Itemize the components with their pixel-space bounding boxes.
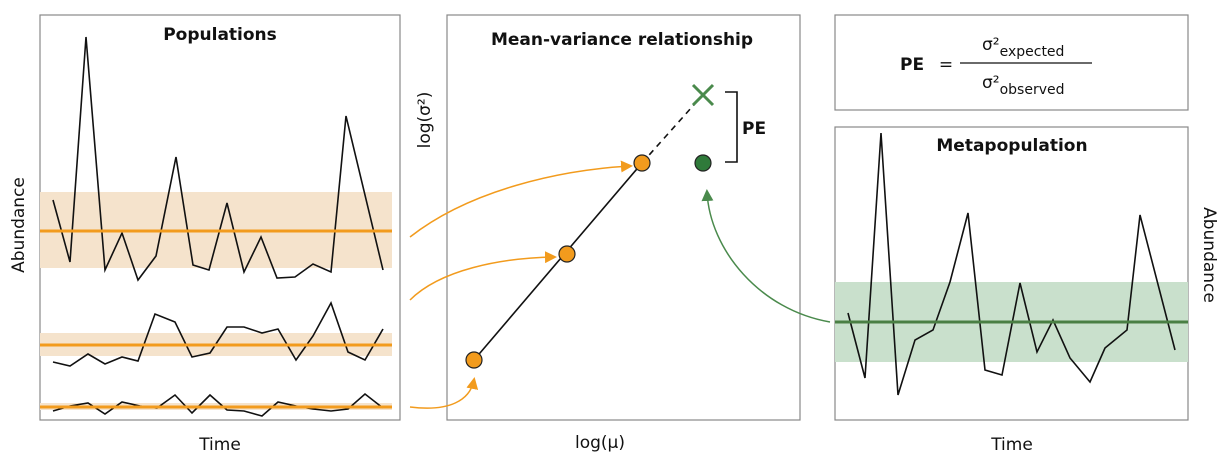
extrapolation-line [641, 97, 701, 164]
pe-label: PE [742, 119, 766, 139]
time-series [847, 132, 1176, 396]
symbol: σ² [982, 73, 1000, 93]
y-axis-label: log(σ²) [415, 92, 435, 149]
formula-lhs: PE [900, 55, 924, 75]
metapopulation-point [694, 154, 712, 172]
regression-line [473, 162, 643, 361]
formula-equals: = [939, 55, 953, 75]
numerator: σ²expected [982, 35, 1064, 60]
population-point [558, 245, 576, 263]
denominator: σ²observed [982, 73, 1065, 98]
subscript: observed [1000, 82, 1065, 98]
mean-variance-panel: Mean-variance relationship log(σ²) log(μ… [415, 14, 801, 453]
x-axis-label: Time [990, 435, 1033, 455]
expected-marker [691, 83, 715, 107]
panel-title: Mean-variance relationship [491, 30, 753, 50]
y-axis-label: Abundance [9, 177, 29, 273]
x-axis-label: log(μ) [575, 433, 625, 453]
time-series [52, 392, 384, 417]
populations-panel: Populations Time Abundance [9, 14, 401, 455]
time-series [52, 36, 384, 282]
arrow [409, 377, 479, 409]
arrow [701, 189, 831, 323]
panel-title: Populations [163, 25, 277, 45]
population-point [465, 351, 483, 369]
symbol: σ² [982, 35, 1000, 55]
y-axis-label: Abundance [1199, 207, 1219, 303]
formula-frame [834, 14, 1189, 111]
x-axis-label: Time [198, 435, 241, 455]
pe-bracket [725, 91, 738, 163]
population-point [633, 154, 651, 172]
panel-frame [446, 14, 801, 421]
arrow [409, 160, 633, 238]
formula-box: PE = σ²expected σ²observed [834, 14, 1189, 111]
panel-frame [834, 126, 1189, 421]
panel-title: Metapopulation [936, 136, 1087, 156]
metapopulation-panel: Metapopulation Time Abundance [834, 126, 1219, 455]
subscript: expected [1000, 44, 1065, 60]
time-series [52, 301, 384, 367]
arrow [409, 251, 557, 301]
